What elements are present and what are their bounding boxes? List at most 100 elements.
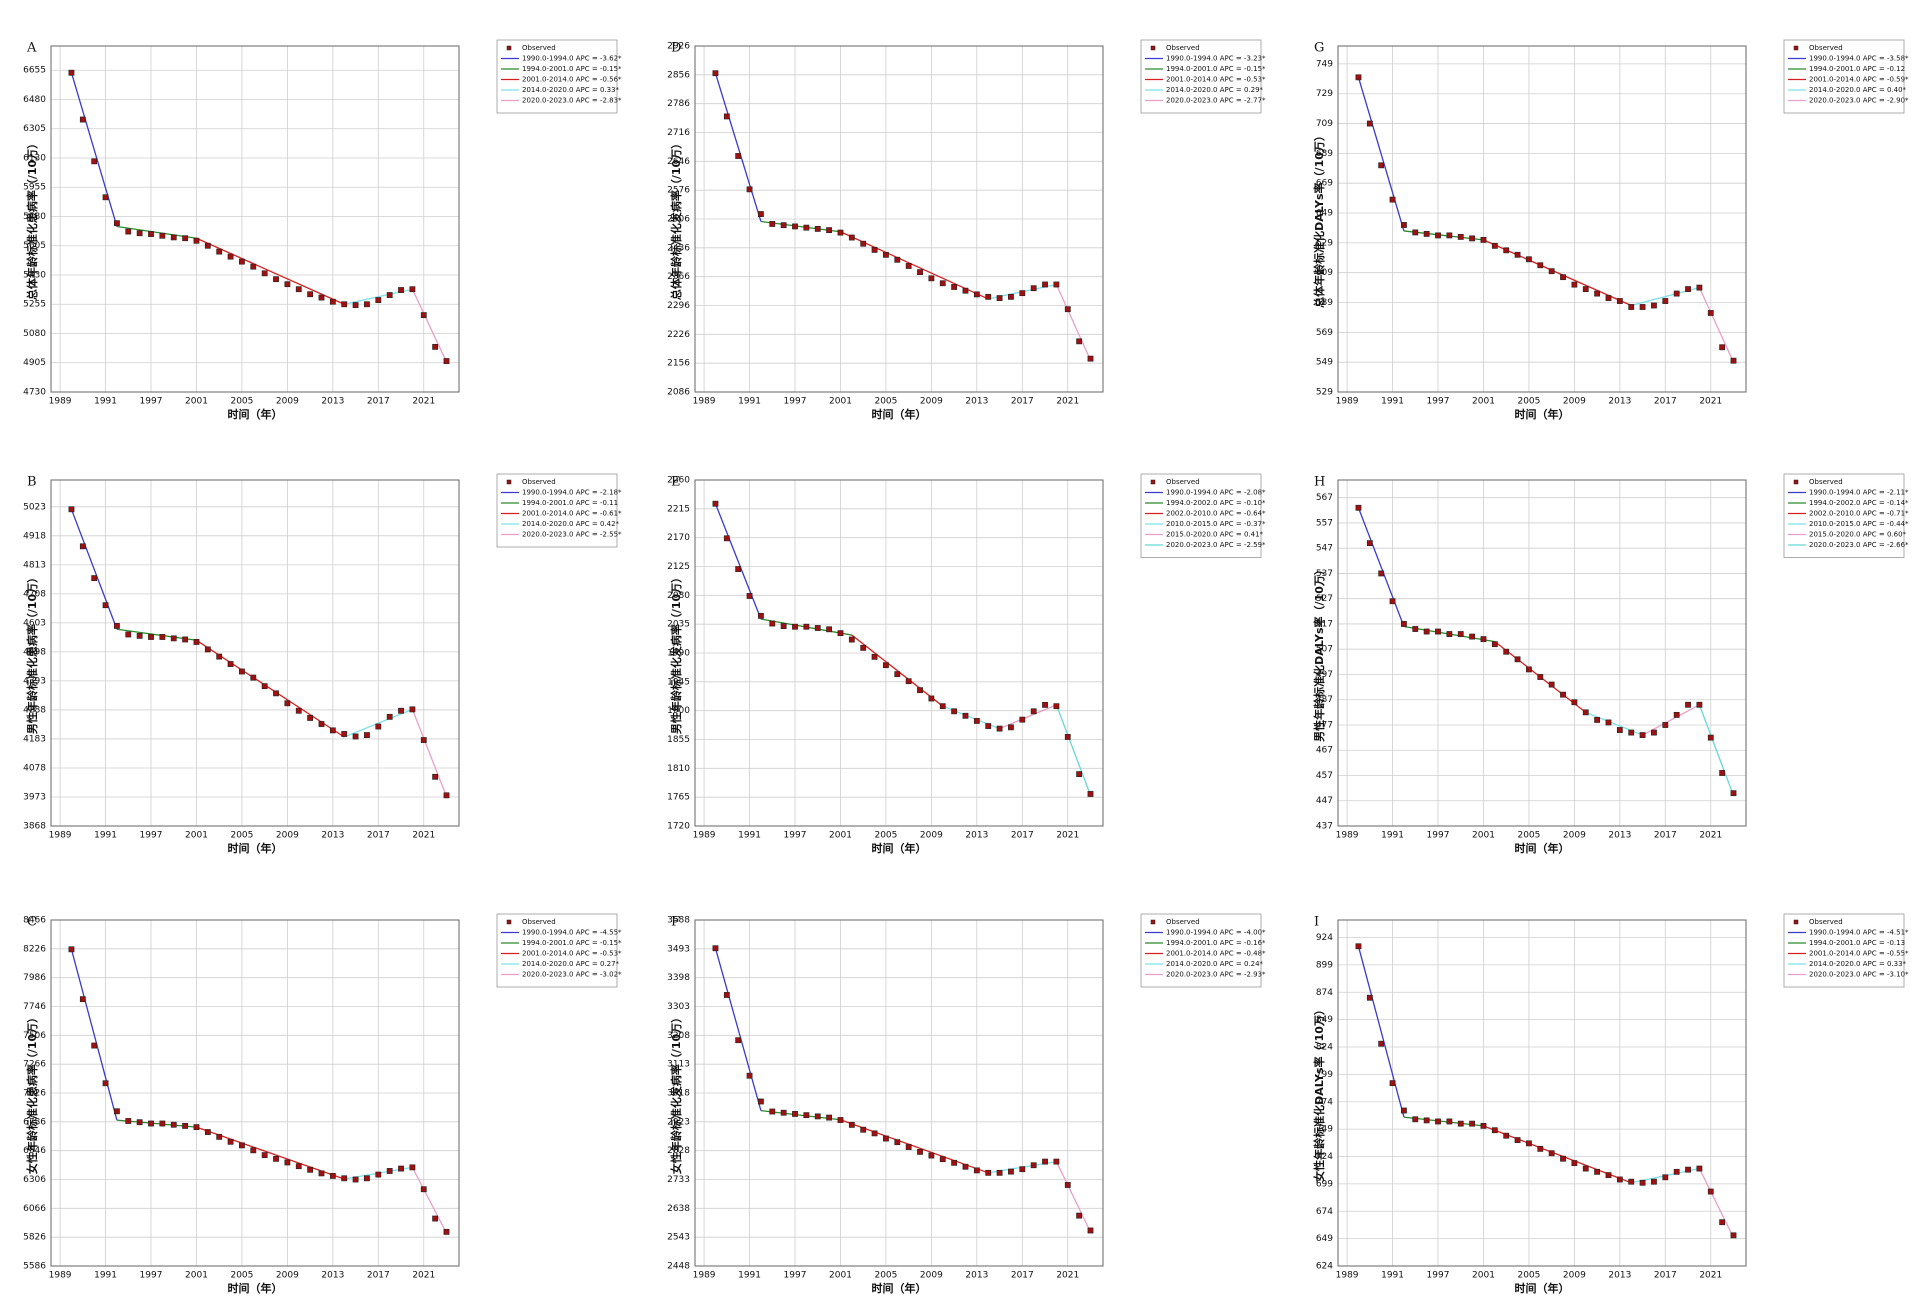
observed-point: [848, 636, 855, 643]
observed-point: [883, 662, 889, 669]
y-tick-label: 5430: [23, 270, 46, 280]
observed-point: [341, 1175, 348, 1182]
y-tick-label: 5605: [23, 241, 46, 251]
observed-point: [860, 240, 867, 247]
observed-point: [273, 1155, 279, 1162]
legend-label: 2002.0-2010.0 APC = -0.64*: [1166, 510, 1266, 518]
observed-point: [826, 227, 833, 234]
x-tick-label: 1997: [1427, 397, 1450, 407]
observed-point: [159, 634, 166, 640]
observed-point: [352, 733, 359, 740]
x-axis-label: 时间（年）: [1515, 841, 1570, 855]
observed-point: [769, 620, 776, 627]
observed-point: [883, 251, 889, 258]
observed-point: [1076, 771, 1083, 777]
observed-point: [769, 221, 776, 227]
x-tick-label: 2021: [1699, 1271, 1722, 1281]
plot-border: [1337, 45, 1747, 393]
legend-label: 2001.0-2014.0 APC = -0.53*: [522, 950, 622, 958]
y-tick-label: 589: [1316, 298, 1333, 308]
legend-label: 2001.0-2014.0 APC = -0.59*: [1809, 76, 1909, 84]
observed-point: [420, 312, 427, 319]
x-tick-label: 1991: [94, 1271, 117, 1281]
observed-point: [1423, 231, 1430, 237]
observed-point: [1526, 666, 1532, 673]
observed-point: [1469, 235, 1476, 242]
x-tick-label: 1997: [784, 397, 807, 407]
observed-point: [182, 636, 189, 643]
y-tick-label: 467: [1316, 746, 1333, 756]
x-axis-label: 时间（年）: [228, 407, 283, 421]
observed-point: [1053, 281, 1060, 288]
observed-point: [68, 506, 75, 513]
observed-point: [193, 237, 200, 244]
x-tick-label: 2001: [1472, 831, 1495, 841]
observed-point: [1707, 734, 1714, 741]
y-tick-label: 824: [1316, 1043, 1333, 1053]
segment-line: [1357, 946, 1405, 1118]
y-tick-label: 537: [1316, 569, 1333, 579]
observed-point: [1019, 290, 1026, 297]
y-tick-label: 477: [1316, 720, 1333, 730]
legend-label: 2020.0-2023.0 APC = -2.55*: [522, 531, 622, 539]
observed-point: [136, 1119, 143, 1126]
x-tick-label: 2005: [1517, 397, 1540, 407]
observed-point: [1412, 626, 1419, 632]
x-tick-label: 2009: [1563, 397, 1586, 407]
observed-point: [148, 1120, 154, 1127]
observed-point: [792, 1111, 798, 1117]
observed-point: [837, 1117, 844, 1123]
y-tick-label: 2170: [667, 533, 690, 543]
legend-label: 1990.0-1994.0 APC = -3.58*: [1809, 55, 1909, 63]
plot-border: [50, 919, 460, 1267]
y-tick-label: 2856: [667, 70, 690, 80]
observed-point: [295, 286, 302, 293]
observed-point: [148, 634, 154, 640]
y-tick-label: 6066: [23, 1204, 46, 1214]
observed-point: [1469, 633, 1476, 640]
observed-point: [193, 1124, 200, 1131]
y-tick-label: 609: [1316, 268, 1333, 278]
observed-point: [1412, 1116, 1419, 1123]
x-tick-label: 2013: [1608, 1271, 1631, 1281]
observed-point: [917, 687, 923, 694]
observed-point: [939, 280, 946, 287]
legend-label: 1990.0-1994.0 APC = -2.11*: [1809, 489, 1909, 497]
observed-point: [352, 302, 359, 308]
legend-label: 2001.0-2014.0 APC = -0.53*: [1166, 76, 1266, 84]
legend-marker: [506, 479, 512, 485]
observed-point: [79, 116, 86, 123]
observed-point: [996, 725, 1003, 732]
y-tick-label: 557: [1316, 518, 1333, 528]
legend-label: 2014.0-2020.0 APC = 0.27*: [522, 960, 620, 968]
observed-point: [1076, 1212, 1083, 1219]
segment-line: [1698, 704, 1735, 796]
y-tick-label: 517: [1316, 619, 1333, 629]
y-tick-label: 457: [1316, 771, 1333, 781]
observed-point: [227, 253, 234, 260]
y-tick-label: 924: [1316, 933, 1333, 943]
observed-point: [125, 228, 132, 235]
observed-point: [735, 566, 742, 572]
observed-point: [1355, 74, 1362, 81]
observed-point: [1053, 1158, 1060, 1165]
y-tick-label: 1900: [667, 706, 690, 716]
y-tick-label: 6546: [23, 1146, 46, 1156]
y-tick-label: 547: [1316, 544, 1333, 554]
observed-point: [1401, 1107, 1407, 1114]
observed-point: [1707, 1188, 1714, 1195]
observed-point: [182, 1123, 189, 1129]
observed-point: [375, 1171, 382, 1178]
observed-point: [1064, 1182, 1071, 1188]
y-tick-label: 2215: [667, 504, 690, 514]
observed-point: [1030, 1162, 1037, 1169]
x-tick-label: 2013: [1608, 831, 1631, 841]
observed-point: [814, 225, 821, 232]
panel: B 3868 3973 4078 4183 4288 4393 4498 4603 4708 481…: [23, 473, 622, 855]
legend-label: Observed: [522, 478, 556, 486]
observed-point: [860, 644, 867, 651]
observed-point: [1651, 1178, 1657, 1185]
y-tick-label: 2035: [667, 620, 690, 630]
observed-point: [273, 276, 279, 283]
